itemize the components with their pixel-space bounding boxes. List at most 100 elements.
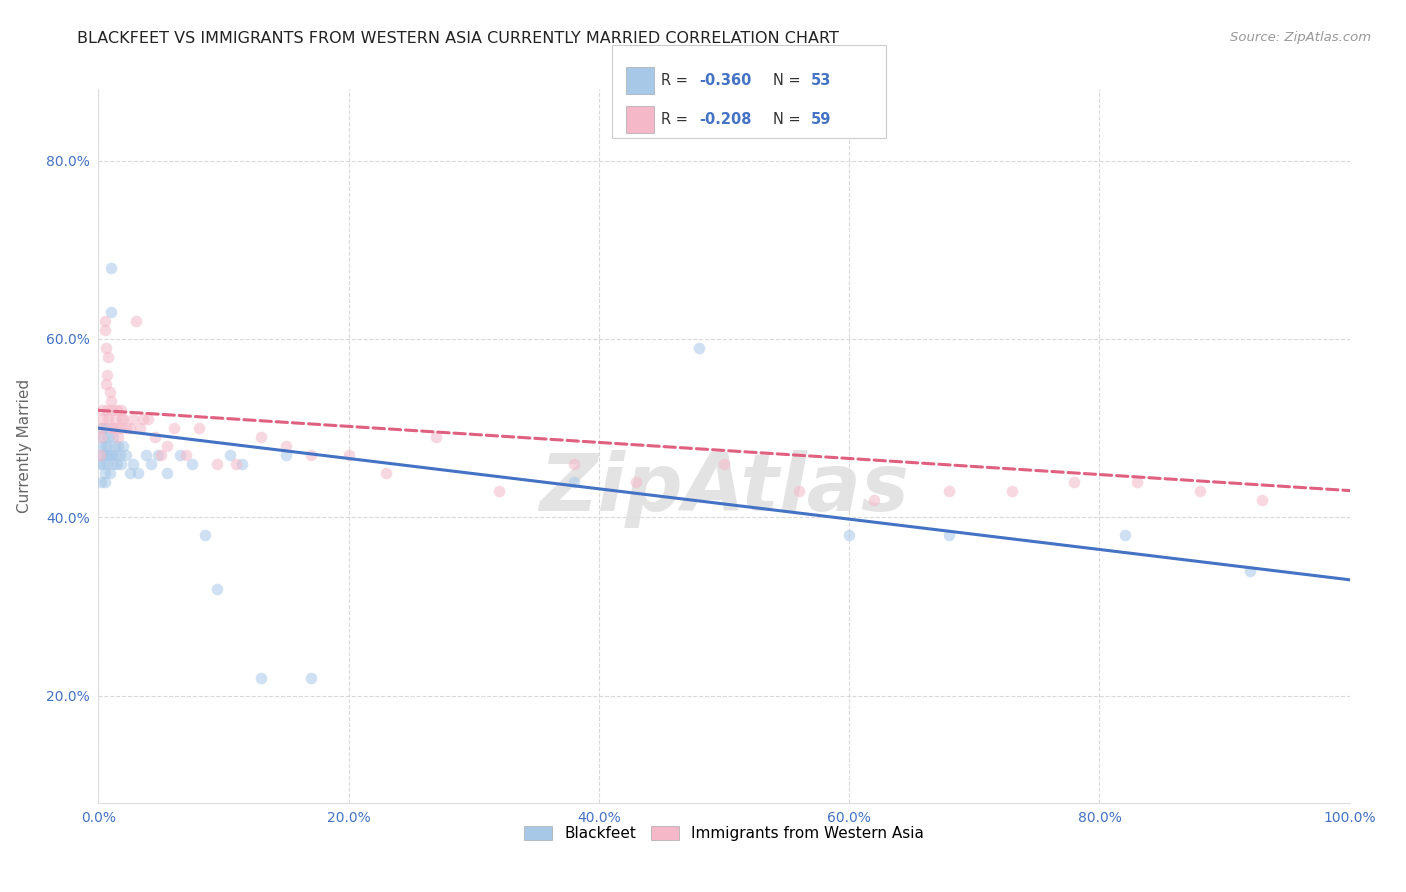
- Point: [863, 492, 886, 507]
- Point: [94, 448, 117, 462]
- Point: [425, 430, 447, 444]
- Point: [375, 466, 398, 480]
- Point: [174, 448, 197, 462]
- Point: [94, 341, 117, 355]
- Point: [122, 457, 145, 471]
- Point: [139, 457, 162, 471]
- Point: [94, 376, 117, 391]
- Point: [101, 403, 124, 417]
- Point: [108, 421, 131, 435]
- Text: -0.208: -0.208: [699, 112, 751, 127]
- Point: [1239, 564, 1261, 578]
- Point: [713, 457, 735, 471]
- Point: [562, 457, 585, 471]
- Legend: Blackfeet, Immigrants from Western Asia: Blackfeet, Immigrants from Western Asia: [517, 818, 931, 848]
- Point: [101, 448, 124, 462]
- Point: [181, 457, 204, 471]
- Point: [105, 403, 128, 417]
- Point: [100, 394, 122, 409]
- Point: [128, 421, 150, 435]
- Point: [91, 403, 114, 417]
- Point: [93, 412, 115, 426]
- Text: R =: R =: [661, 72, 692, 87]
- Point: [1188, 483, 1211, 498]
- Point: [112, 412, 135, 426]
- Text: R =: R =: [661, 112, 692, 127]
- Point: [97, 350, 120, 364]
- Point: [100, 305, 122, 319]
- Point: [250, 671, 273, 685]
- Point: [93, 430, 115, 444]
- Point: [938, 483, 960, 498]
- Text: N =: N =: [773, 112, 806, 127]
- Point: [156, 439, 179, 453]
- Point: [787, 483, 810, 498]
- Point: [143, 430, 166, 444]
- Point: [187, 421, 209, 435]
- Point: [562, 475, 585, 489]
- Point: [104, 412, 127, 426]
- Point: [488, 483, 510, 498]
- Point: [135, 448, 157, 462]
- Text: 53: 53: [811, 72, 831, 87]
- Point: [110, 457, 132, 471]
- Point: [93, 457, 115, 471]
- Point: [274, 448, 298, 462]
- Point: [93, 439, 115, 453]
- Point: [1063, 475, 1085, 489]
- Text: 59: 59: [811, 112, 831, 127]
- Point: [104, 448, 127, 462]
- Point: [103, 430, 125, 444]
- Point: [89, 457, 111, 471]
- Point: [97, 412, 120, 426]
- Text: ZipAtlas: ZipAtlas: [538, 450, 910, 528]
- Point: [125, 314, 148, 328]
- Point: [138, 412, 160, 426]
- Point: [104, 439, 127, 453]
- Point: [122, 412, 145, 426]
- Point: [218, 448, 240, 462]
- Point: [98, 466, 121, 480]
- Point: [194, 528, 217, 542]
- Point: [90, 421, 112, 435]
- Point: [337, 448, 360, 462]
- Point: [90, 439, 112, 453]
- Point: [1126, 475, 1149, 489]
- Point: [299, 448, 322, 462]
- Point: [107, 430, 129, 444]
- Point: [1114, 528, 1136, 542]
- Point: [148, 448, 170, 462]
- Point: [110, 403, 132, 417]
- Point: [626, 475, 648, 489]
- Point: [89, 448, 111, 462]
- Point: [250, 430, 273, 444]
- Point: [207, 457, 229, 471]
- Point: [93, 314, 115, 328]
- Point: [100, 260, 122, 275]
- Point: [98, 385, 121, 400]
- Point: [112, 439, 135, 453]
- Point: [127, 466, 149, 480]
- Point: [105, 457, 128, 471]
- Point: [96, 439, 118, 453]
- Point: [1251, 492, 1274, 507]
- Point: [100, 421, 122, 435]
- Point: [938, 528, 960, 542]
- Point: [118, 421, 141, 435]
- Point: [91, 421, 114, 435]
- Point: [299, 671, 322, 685]
- Point: [132, 412, 155, 426]
- Point: [97, 430, 120, 444]
- Point: [838, 528, 860, 542]
- Point: [90, 430, 112, 444]
- Point: [207, 582, 229, 596]
- Text: Source: ZipAtlas.com: Source: ZipAtlas.com: [1230, 31, 1371, 45]
- Point: [118, 466, 141, 480]
- Point: [107, 439, 129, 453]
- Point: [156, 466, 179, 480]
- Point: [98, 448, 121, 462]
- Point: [103, 421, 125, 435]
- Point: [111, 412, 134, 426]
- Point: [115, 421, 138, 435]
- Point: [94, 421, 117, 435]
